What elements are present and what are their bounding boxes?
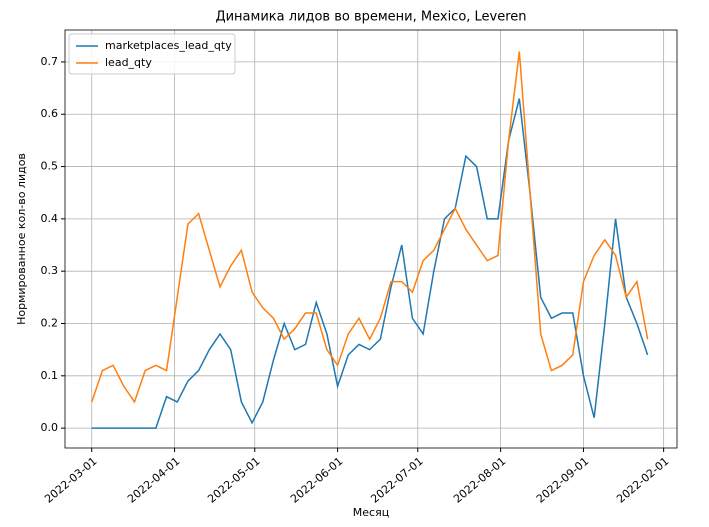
y-tick-label: 0.6	[41, 107, 59, 120]
x-tick-label: 2022-06-01	[288, 455, 345, 506]
y-tick-label: 0.5	[41, 160, 59, 173]
x-tick-label: 2022-07-01	[368, 455, 425, 506]
legend-box	[68, 33, 236, 75]
x-tick-label: 2022-03-01	[42, 455, 99, 506]
plot-frame	[64, 29, 678, 449]
x-tick-label: 2022-05-01	[205, 455, 262, 506]
y-tick-label: 0.2	[41, 316, 59, 329]
y-tick-label: 0.1	[41, 369, 59, 382]
data-line	[91, 98, 649, 429]
chart-title: Динамика лидов во времени, Mexico, Lever…	[215, 10, 526, 25]
y-axis-label: Нормированное кол-во лидов	[15, 153, 28, 325]
x-axis-label: Месяц	[353, 506, 389, 519]
legend-label: lead_qty	[105, 56, 152, 69]
legend-label: marketplaces_lead_qty	[105, 39, 232, 52]
x-tick-label: 2022-02-01	[614, 455, 671, 506]
y-tick-label: 0.4	[41, 212, 59, 225]
x-tick-label: 2022-09-01	[534, 455, 591, 506]
y-tick-label: 0.3	[41, 264, 59, 277]
y-tick-label: 0.0	[41, 421, 59, 434]
x-tick-label: 2022-08-01	[451, 455, 508, 506]
x-tick-label: 2022-04-01	[125, 455, 182, 506]
y-tick-label: 0.7	[41, 55, 59, 68]
data-line	[91, 51, 649, 404]
